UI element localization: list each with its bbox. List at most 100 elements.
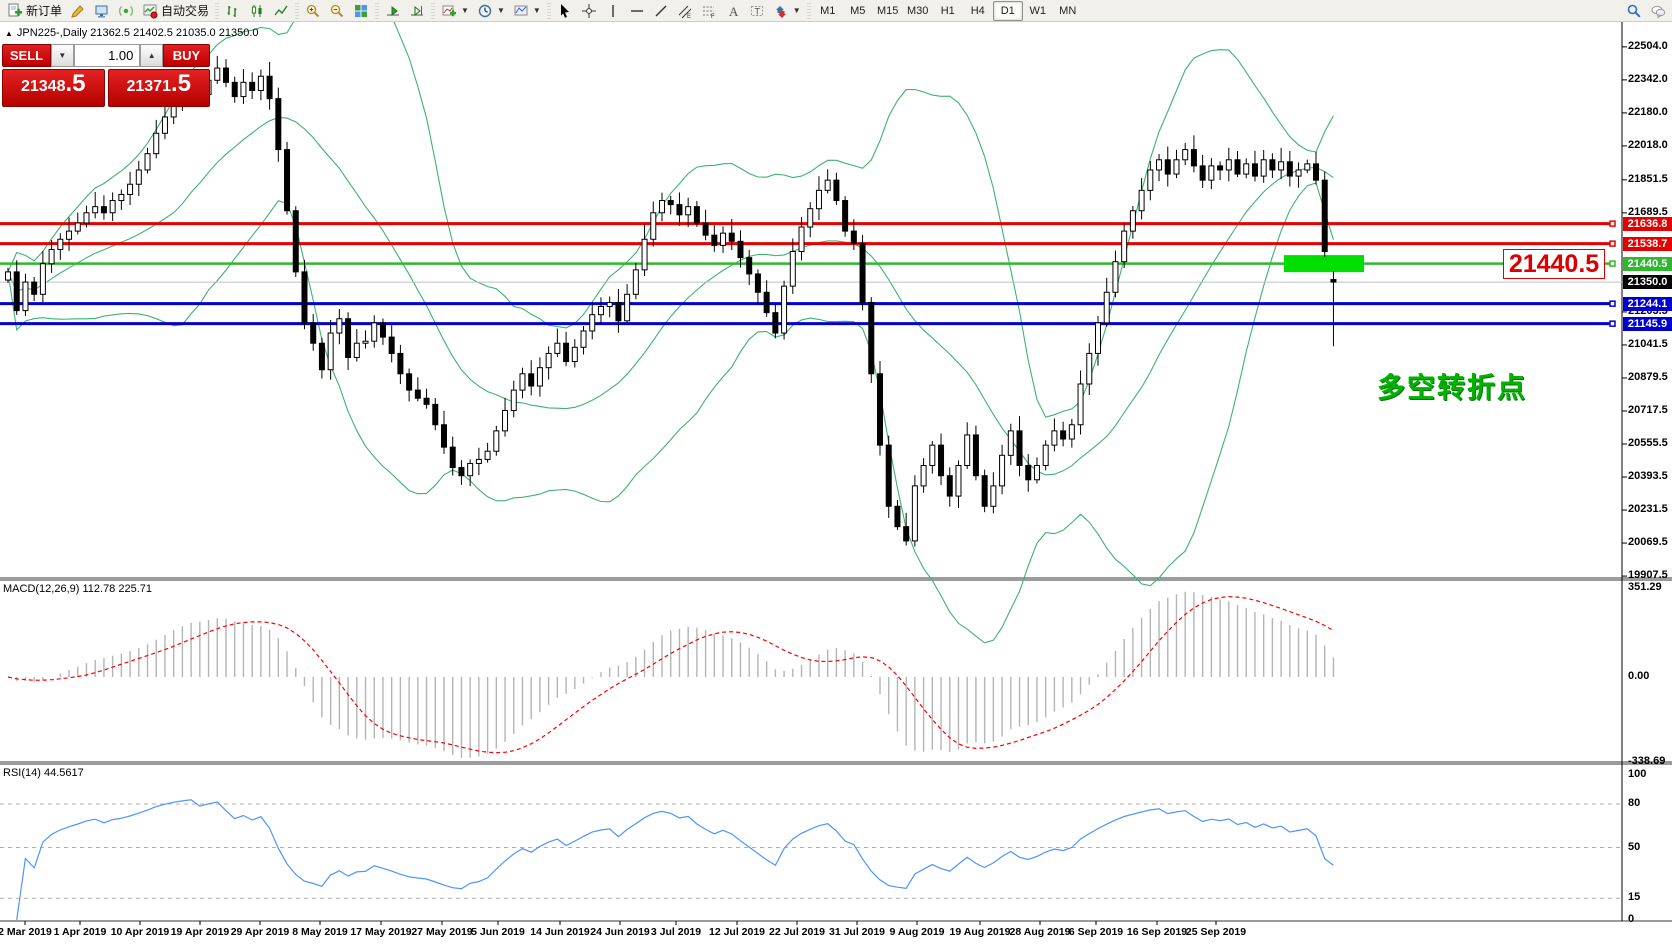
autotrading-icon <box>142 3 158 19</box>
volume-decrease-button[interactable]: ▼ <box>51 44 74 67</box>
timeframe-button-m1[interactable]: M1 <box>820 4 836 17</box>
timeframe-button-m30[interactable]: M30 <box>907 4 929 17</box>
timeframe-button-d1[interactable]: D1 <box>992 0 1023 21</box>
svg-text:F: F <box>711 14 715 19</box>
date-axis-label: 31 Jul 2019 <box>828 926 886 938</box>
timeframe-button-m15[interactable]: M15 <box>877 4 899 17</box>
price-axis-tick: 22180.0 <box>1628 105 1668 118</box>
zoom-out-button[interactable] <box>325 0 349 22</box>
dropdown-arrow-icon: ▼ <box>532 6 541 15</box>
date-axis-label: 9 Aug 2019 <box>889 926 945 938</box>
indicators-button[interactable]: ▼ <box>437 0 473 22</box>
bar-chart-button[interactable] <box>221 0 245 22</box>
svg-text:T: T <box>754 6 760 16</box>
line-chart-button[interactable] <box>269 0 293 22</box>
hline-price-tag: 21145.9 <box>1623 316 1672 331</box>
timeframe-button-w1[interactable]: W1 <box>1029 4 1046 17</box>
price-axis-tick: 20717.5 <box>1628 403 1668 416</box>
pivot-annotation-text[interactable]: 多空转折点 <box>1377 372 1528 403</box>
crosshair-icon <box>581 3 597 19</box>
dropdown-arrow-icon: ▼ <box>792 6 801 15</box>
cursor-tool-button[interactable] <box>553 0 577 22</box>
equidistant-channel-icon: E <box>677 3 693 20</box>
hline-price-tag: 21636.8 <box>1623 216 1672 231</box>
price-axis-tick: 20879.5 <box>1628 370 1668 383</box>
timeframe-button-m5[interactable]: M5 <box>850 4 866 17</box>
buy-button[interactable]: BUY <box>162 44 211 67</box>
dropdown-arrow-icon: ▼ <box>496 6 505 15</box>
trendline-tool-button[interactable] <box>649 0 673 22</box>
periods-button[interactable]: ▼ <box>473 0 509 22</box>
chart-shift-icon <box>409 3 425 19</box>
chat-icon[interactable] <box>1650 3 1666 19</box>
toolbar-grip <box>431 2 436 19</box>
signals-icon <box>118 3 134 19</box>
toolbar-grip <box>806 2 811 19</box>
date-axis-label: 19 Apr 2019 <box>170 926 230 938</box>
horizontal-line-tool-button[interactable] <box>625 0 649 22</box>
fibonacci-icon: F <box>701 3 717 20</box>
autotrading-button[interactable]: 自动交易 <box>138 0 213 22</box>
arrows-tool-button[interactable]: ▼ <box>769 0 805 22</box>
arrows-icon <box>773 3 789 19</box>
fibonacci-tool-button[interactable]: F <box>697 0 721 22</box>
rsi-axis-tick: 80 <box>1628 797 1641 809</box>
indicators-icon <box>441 3 457 19</box>
macd-axis-tick: -338.69 <box>1628 754 1666 767</box>
text-label-tool-button[interactable]: T <box>745 0 769 22</box>
svg-text:E: E <box>687 14 691 19</box>
buy-price-main: 21371 <box>126 78 171 95</box>
candlestick-chart-icon <box>249 3 265 19</box>
buy-price-panel[interactable]: 21371 .5 <box>107 69 210 107</box>
macd-axis-tick: 0.00 <box>1628 670 1650 682</box>
date-axis-label: 22 Jul 2019 <box>768 926 826 938</box>
search-icon[interactable] <box>1626 3 1642 19</box>
crosshair-tool-button[interactable] <box>577 0 601 22</box>
vertical-line-tool-button[interactable] <box>601 0 625 22</box>
candlestick-chart-button[interactable] <box>245 0 269 22</box>
auto-scroll-button[interactable] <box>381 0 405 22</box>
sell-price-panel[interactable]: 21348 .5 <box>2 69 105 107</box>
timeframe-button-mn[interactable]: MN <box>1059 4 1077 17</box>
tile-windows-button[interactable] <box>349 0 373 22</box>
timeframe-button-h4[interactable]: H4 <box>970 4 985 17</box>
buy-price-frac: .5 <box>170 70 191 97</box>
tile-windows-icon <box>353 3 369 19</box>
date-axis-label: 25 Sep 2019 <box>1185 926 1247 938</box>
new-order-label: 新订单 <box>26 4 63 18</box>
one-click-trading-panel: SELL ▼ 1.00 ▲ BUY 21348 .5 21371 .5 <box>2 44 211 107</box>
terminal-button[interactable] <box>90 0 114 22</box>
chart-shift-button[interactable] <box>405 0 429 22</box>
collapse-triangle-icon[interactable]: ▲ <box>5 28 13 38</box>
text-tool-button[interactable]: A <box>721 0 745 22</box>
metaeditor-button[interactable] <box>66 0 90 22</box>
price-axis-tick: 19907.5 <box>1628 569 1668 582</box>
sell-button[interactable]: SELL <box>2 44 52 67</box>
new-order-button[interactable]: 新订单 <box>3 0 66 22</box>
volume-input[interactable]: 1.00 <box>73 44 141 67</box>
timeframe-button-h1[interactable]: H1 <box>940 4 955 17</box>
price-callout-label[interactable]: 21440.5 <box>1503 249 1605 279</box>
templates-icon <box>513 3 529 19</box>
date-axis-label: 1 Apr 2019 <box>53 926 107 938</box>
zoom-in-button[interactable] <box>301 0 325 22</box>
price-axis-tick: 21041.5 <box>1628 337 1668 350</box>
horizontal-line-icon <box>629 3 645 19</box>
toolbar-grip <box>215 2 220 19</box>
chart-window[interactable]: ▲ JPN225-,Daily 21362.5 21402.5 21035.0 … <box>0 22 1672 944</box>
toolbar-grip <box>546 2 551 19</box>
dropdown-arrow-icon: ▼ <box>461 6 469 15</box>
templates-button[interactable]: ▼ <box>509 0 545 22</box>
hline-price-tag: 21538.7 <box>1623 236 1672 251</box>
top-toolbar: 新订单 自动交易 <box>0 0 1672 22</box>
signals-button[interactable] <box>114 0 138 22</box>
chart-canvas[interactable] <box>0 22 1672 944</box>
date-axis-label: 14 Jun 2019 <box>530 926 590 938</box>
price-axis-tick: 22018.0 <box>1628 138 1668 151</box>
rsi-axis-tick: 50 <box>1628 840 1641 853</box>
equidistant-channel-tool-button[interactable]: E <box>673 0 697 22</box>
rsi-axis-tick: 100 <box>1628 768 1647 780</box>
autotrading-label: 自动交易 <box>161 4 210 18</box>
volume-increase-button[interactable]: ▲ <box>140 44 163 67</box>
zoom-in-icon <box>305 3 321 19</box>
